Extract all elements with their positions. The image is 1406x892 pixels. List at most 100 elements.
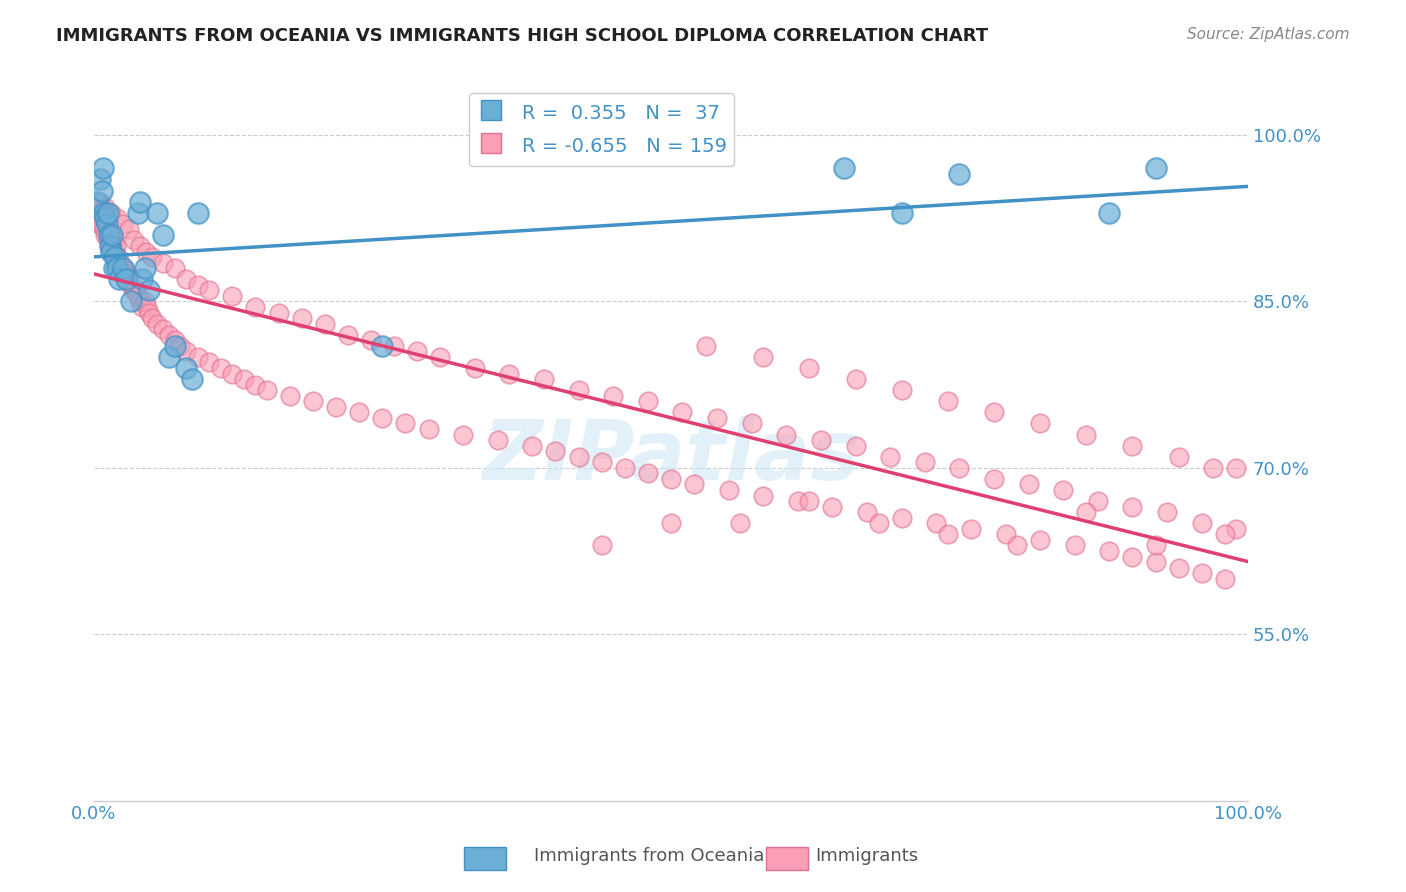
Point <box>129 294 152 309</box>
Point <box>135 244 157 259</box>
Point <box>1213 572 1236 586</box>
Point <box>936 527 959 541</box>
Point <box>1005 539 1028 553</box>
Point <box>101 239 124 253</box>
Point <box>105 211 128 226</box>
Point <box>146 205 169 219</box>
Point <box>127 205 149 219</box>
Point <box>1098 205 1121 219</box>
Point <box>613 460 636 475</box>
Point <box>637 467 659 481</box>
Point <box>983 405 1005 419</box>
Point <box>498 367 520 381</box>
Point <box>187 350 209 364</box>
Point <box>1167 450 1189 464</box>
Point <box>602 389 624 403</box>
Point <box>1121 500 1143 514</box>
Point <box>141 250 163 264</box>
Point <box>983 472 1005 486</box>
Point <box>486 433 509 447</box>
Point <box>174 361 197 376</box>
Point <box>406 344 429 359</box>
Point <box>198 284 221 298</box>
Point <box>120 277 142 292</box>
Point <box>114 267 136 281</box>
Point <box>127 289 149 303</box>
Point <box>728 516 751 531</box>
Point <box>752 489 775 503</box>
Point <box>1029 533 1052 547</box>
Point <box>117 272 139 286</box>
Point <box>371 339 394 353</box>
Point <box>198 355 221 369</box>
Point <box>591 455 613 469</box>
Point <box>152 322 174 336</box>
Point <box>868 516 890 531</box>
Point <box>163 333 186 347</box>
Point <box>890 383 912 397</box>
Point <box>108 272 131 286</box>
Point <box>157 327 180 342</box>
Point <box>96 217 118 231</box>
Point <box>1063 539 1085 553</box>
Point <box>152 255 174 269</box>
Point <box>695 339 717 353</box>
Point <box>1191 566 1213 581</box>
Point <box>107 250 129 264</box>
Point <box>1156 505 1178 519</box>
Point <box>209 361 232 376</box>
Point <box>844 439 866 453</box>
Point <box>821 500 844 514</box>
Point <box>94 211 117 226</box>
Point <box>810 433 832 447</box>
Point <box>104 239 127 253</box>
Text: ZIPatlas: ZIPatlas <box>482 416 860 497</box>
Point <box>152 227 174 242</box>
Point <box>97 205 120 219</box>
Point <box>429 350 451 364</box>
Point <box>122 284 145 298</box>
Point <box>221 289 243 303</box>
Point <box>91 184 114 198</box>
Point <box>100 244 122 259</box>
Point <box>98 239 121 253</box>
Point <box>1225 460 1247 475</box>
Point <box>91 161 114 176</box>
Point <box>671 405 693 419</box>
Point <box>86 200 108 214</box>
Point <box>1018 477 1040 491</box>
Point <box>138 305 160 319</box>
Point <box>112 261 135 276</box>
Point <box>278 389 301 403</box>
Point <box>89 205 111 219</box>
Point <box>97 227 120 242</box>
Point <box>98 239 121 253</box>
Point <box>163 339 186 353</box>
Point <box>163 261 186 276</box>
Point <box>103 261 125 276</box>
Text: IMMIGRANTS FROM OCEANIA VS IMMIGRANTS HIGH SCHOOL DIPLOMA CORRELATION CHART: IMMIGRANTS FROM OCEANIA VS IMMIGRANTS HI… <box>56 27 988 45</box>
Point <box>360 333 382 347</box>
Point <box>1121 439 1143 453</box>
Point <box>1098 544 1121 558</box>
Point <box>349 405 371 419</box>
Point <box>1052 483 1074 497</box>
Point <box>786 494 808 508</box>
Point <box>325 400 347 414</box>
Point <box>1191 516 1213 531</box>
Point <box>1225 522 1247 536</box>
Point <box>111 261 134 276</box>
Point <box>775 427 797 442</box>
Point <box>302 394 325 409</box>
Point <box>174 344 197 359</box>
Point <box>464 361 486 376</box>
Point <box>1076 505 1098 519</box>
Point <box>131 300 153 314</box>
Point <box>925 516 948 531</box>
Point <box>104 244 127 259</box>
Point <box>717 483 740 497</box>
Point <box>84 205 107 219</box>
Point <box>104 250 127 264</box>
Point <box>101 227 124 242</box>
Point <box>141 311 163 326</box>
